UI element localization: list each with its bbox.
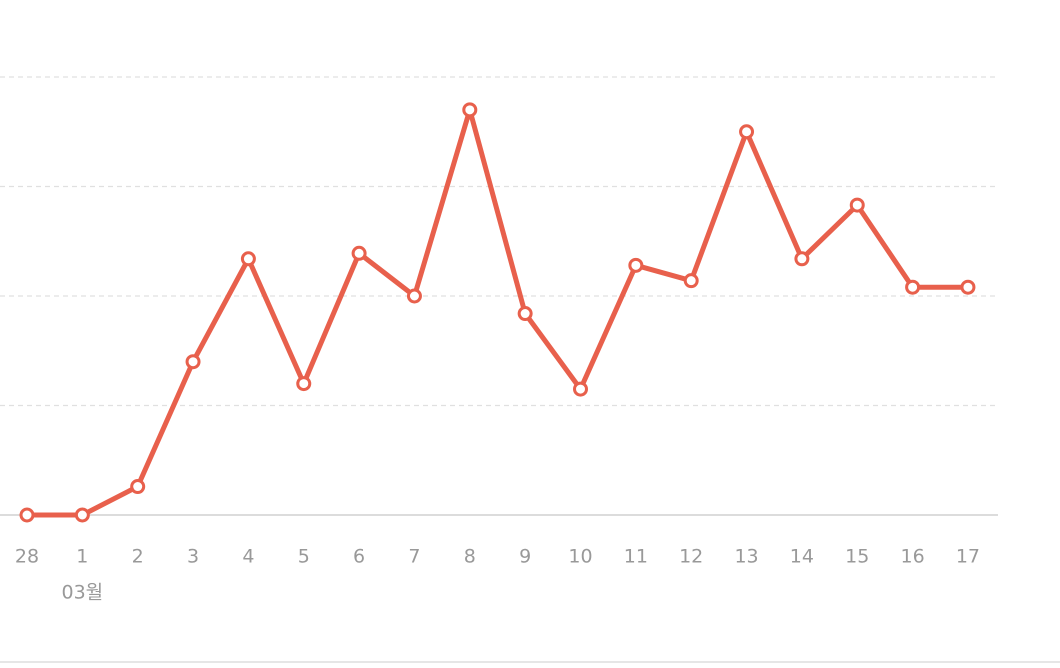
point xyxy=(960,279,976,295)
x-tick-label: 7 xyxy=(408,546,420,568)
point xyxy=(683,273,699,289)
month-label: 03월 xyxy=(62,582,104,604)
x-tick-label: 13 xyxy=(734,546,758,568)
x-tick-label: 4 xyxy=(242,546,254,568)
x-tick-label: 28 xyxy=(15,546,39,568)
point xyxy=(19,507,35,523)
point xyxy=(462,102,478,118)
point xyxy=(240,251,256,267)
x-tick-label: 9 xyxy=(519,546,531,568)
point xyxy=(573,381,588,397)
point xyxy=(905,279,921,295)
x-tick-label: 16 xyxy=(901,546,925,568)
x-tick-label: 14 xyxy=(790,546,814,568)
x-tick-label: 12 xyxy=(679,546,703,568)
x-tick-label: 11 xyxy=(624,546,648,568)
x-tick-label: 2 xyxy=(132,546,144,568)
x-tick-label: 1 xyxy=(76,546,88,568)
line xyxy=(27,107,968,518)
point xyxy=(296,376,312,392)
point xyxy=(739,124,755,140)
point xyxy=(185,354,201,370)
x-tick-label: 6 xyxy=(353,546,365,568)
point xyxy=(74,507,90,523)
point xyxy=(628,257,644,273)
point xyxy=(794,251,810,267)
x-tick-label: 5 xyxy=(298,546,310,568)
point xyxy=(406,288,422,304)
x-tick-label: 10 xyxy=(568,546,592,568)
point xyxy=(130,479,146,495)
x-tick-label: 17 xyxy=(956,546,980,568)
x-tick-label: 3 xyxy=(187,546,199,568)
point xyxy=(351,245,367,261)
x-tick-label: 15 xyxy=(845,546,869,568)
point xyxy=(849,197,865,213)
x-tick-label: 8 xyxy=(464,546,476,568)
point xyxy=(517,306,533,322)
